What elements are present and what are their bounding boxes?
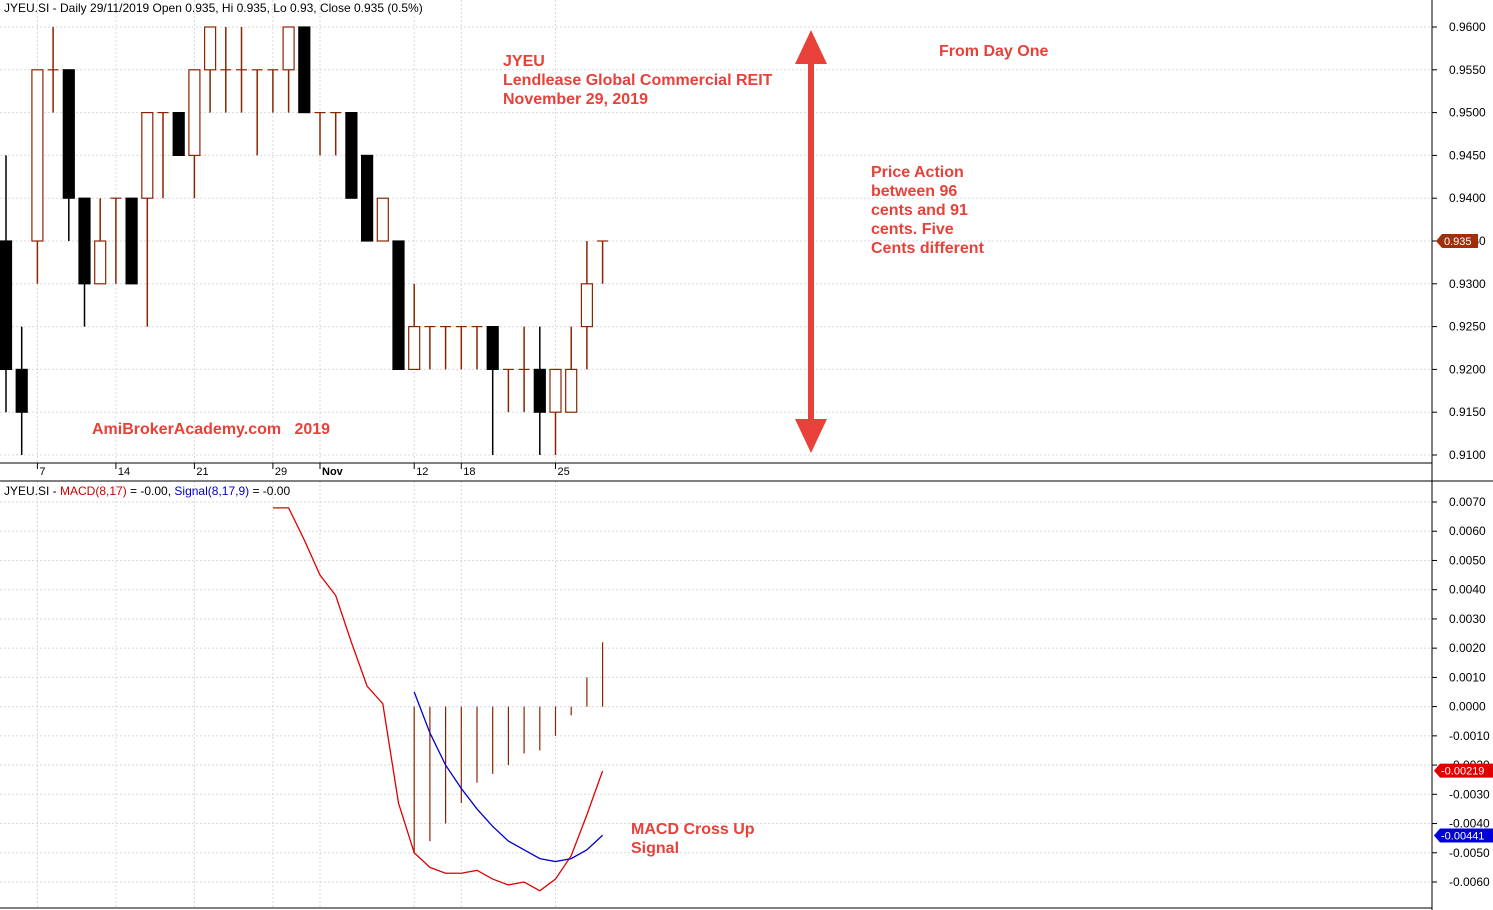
candle-body [15, 368, 28, 413]
candle-body [188, 69, 201, 157]
price-y-tick-label: 0.9500 [1449, 106, 1486, 120]
macd-y-tick-label: 0.0050 [1449, 553, 1486, 567]
signal-legend-value: = -0.00 [249, 484, 291, 498]
macd-y-tick-label: -0.0010 [1449, 729, 1490, 743]
last-price-tag-label: 0.935 [1444, 236, 1472, 248]
candle-body [376, 197, 389, 242]
macd-y-tick-label: 0.0030 [1449, 612, 1486, 626]
macd-y-tick-label: -0.0060 [1449, 875, 1490, 889]
candle-body [533, 368, 546, 413]
price-y-tick-label: 0.9200 [1449, 362, 1486, 376]
price-y-tick-label: 0.9450 [1449, 148, 1486, 162]
signal-last-tag: -0.00441 [1434, 828, 1493, 843]
candle-body [94, 240, 107, 285]
candle-body [408, 326, 421, 371]
candle-body [298, 26, 311, 114]
price-action-line: cents. Five [871, 221, 954, 238]
macd-last-tag: -0.00219 [1434, 763, 1493, 778]
candle-body [565, 368, 578, 413]
candle-body [172, 111, 185, 156]
macd-legend: MACD(8,17) [60, 484, 127, 498]
macd-y-tick-label: -0.0030 [1449, 787, 1490, 801]
last-price-tag-shape [1436, 234, 1478, 248]
macd-y-tick-label: 0.0070 [1449, 495, 1486, 509]
price-action-line: between 96 [871, 183, 958, 200]
x-tick-label: Nov [322, 466, 344, 478]
candlestick-series [0, 26, 609, 455]
annotation-company: Lendlease Global Commercial REIT [503, 72, 773, 89]
candle-body [78, 197, 91, 285]
macd-y-tick-label: 0.0020 [1449, 641, 1486, 655]
candle-body [125, 197, 138, 285]
x-tick-label: 21 [196, 466, 208, 478]
candle-body [361, 154, 374, 242]
signal-line [413, 691, 604, 863]
annotation-price-action: Price Action between 96 cents and 91 cen… [871, 163, 984, 258]
macd-line [272, 507, 604, 892]
x-tick-label: 29 [275, 466, 287, 478]
macd-y-tick-label: 0.0000 [1449, 700, 1486, 714]
annotation-ticker: JYEU [503, 53, 545, 70]
x-tick-label: 25 [558, 466, 570, 478]
candle-body [345, 111, 358, 199]
candle-body [580, 283, 594, 328]
macd-panel [272, 507, 604, 892]
candle-body [31, 69, 44, 242]
candle-body [282, 26, 295, 71]
grid-lines [0, 0, 1432, 908]
annotation-from-day-one: From Day One [939, 43, 1049, 60]
price-y-tick-label: 0.9400 [1449, 191, 1486, 205]
macd-y-tick-label: 0.0040 [1449, 583, 1486, 597]
price-y-tick-label: 0.9550 [1449, 63, 1486, 77]
x-tick-label: 12 [416, 466, 428, 478]
annotation-title: JYEU Lendlease Global Commercial REIT No… [503, 52, 772, 109]
candle-body [486, 326, 499, 371]
candle-body [141, 111, 154, 199]
price-chart-title: JYEU.SI - Daily 29/11/2019 Open 0.935, H… [4, 1, 423, 15]
price-y-tick-label: 0.9100 [1449, 448, 1486, 462]
x-tick-label: 7 [39, 466, 45, 478]
price-action-line: Cents different [871, 240, 984, 257]
candle-body [0, 240, 13, 370]
last-price-tag: 0.935 [1436, 234, 1478, 248]
macd-panel-title: JYEU.SI - MACD(8,17) = -0.00, Signal(8,1… [4, 484, 290, 498]
macd-last-tag-label: -0.00219 [1441, 766, 1484, 778]
macd-y-tick-label: 0.0060 [1449, 524, 1486, 538]
price-action-line: cents and 91 [871, 202, 968, 219]
macd-y-tick-label: 0.0010 [1449, 670, 1486, 684]
x-tick-label: 18 [463, 466, 475, 478]
candle-body [392, 240, 405, 370]
candle-body [204, 26, 217, 71]
macd-last-tag-shape [1434, 763, 1493, 778]
macd-legend-value: = -0.00, [126, 484, 175, 498]
macd-y-tick-label: -0.0050 [1449, 846, 1490, 860]
signal-legend: Signal(8,17,9) [174, 484, 250, 498]
range-arrow-head-top [795, 30, 827, 64]
price-y-tick-label: 0.9600 [1449, 20, 1486, 34]
annotation-macd-cross: MACD Cross Up Signal [631, 820, 755, 858]
range-arrow [795, 30, 827, 453]
macd-cross-line: Signal [631, 840, 680, 857]
candle-body [549, 368, 562, 413]
signal-last-tag-label: -0.00441 [1441, 831, 1484, 843]
price-action-line: Price Action [871, 164, 964, 181]
candle-body [62, 69, 75, 199]
signal-last-tag-shape [1434, 828, 1493, 843]
macd-prefix: JYEU.SI - [4, 484, 61, 498]
macd-y-tick-label: -0.0040 [1449, 817, 1490, 831]
range-arrow-head-bottom [795, 419, 827, 453]
price-y-tick-label: 0.9300 [1449, 277, 1486, 291]
annotation-date: November 29, 2019 [503, 91, 648, 108]
watermark: AmiBrokerAcademy.com 2019 [92, 421, 331, 438]
price-y-tick-label: 0.9150 [1449, 405, 1486, 419]
x-tick-label: 14 [118, 466, 130, 478]
macd-cross-line: MACD Cross Up [631, 821, 755, 838]
price-y-tick-label: 0.9250 [1449, 320, 1486, 334]
